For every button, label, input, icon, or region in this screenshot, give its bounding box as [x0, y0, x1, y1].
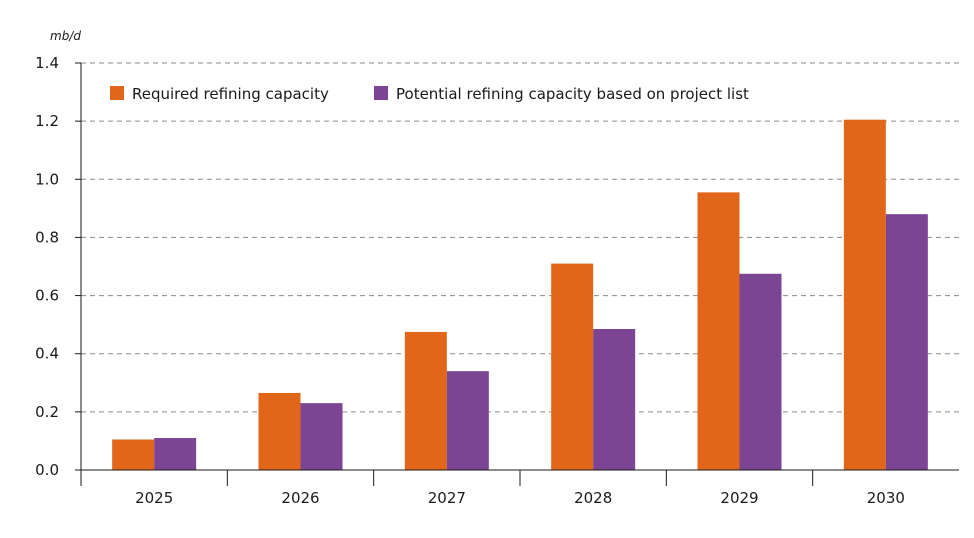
y-tick-label-1: 0.2	[35, 403, 59, 421]
legend-swatch-2	[374, 86, 388, 100]
unit-label: mb/d	[50, 29, 81, 43]
y-tick-label-6: 1.2	[35, 112, 59, 130]
grid-lines	[81, 62, 959, 413]
bar-2030-series-1	[843, 119, 886, 471]
legend-label-1: Required refining capacity	[132, 85, 329, 103]
axes: 0.0 0.2 0.4 0.6 0.8 1.0 1.2 1.4 2025 2026 2027 2028…	[35, 54, 959, 507]
y-tick-label-2: 0.4	[35, 345, 59, 363]
bar-2027-series-1	[404, 331, 447, 470]
bar-2028-series-1	[551, 263, 594, 470]
x-tick-label-2030: 2030	[867, 489, 905, 507]
y-tick-label-3: 0.6	[35, 287, 59, 305]
x-tick-label-2027: 2027	[428, 489, 466, 507]
y-tick-label-4: 0.8	[35, 228, 59, 246]
x-tick-label-2026: 2026	[281, 489, 319, 507]
bar-2029-series-1	[697, 192, 740, 470]
x-tick-label-2029: 2029	[720, 489, 758, 507]
bar-2026-series-1	[258, 392, 301, 470]
bar-2025-series-2	[154, 438, 197, 470]
y-tick-label-7: 1.4	[35, 54, 59, 72]
bar-2030-series-2	[885, 214, 928, 470]
bar-2028-series-2	[593, 329, 636, 470]
legend-swatch-1	[110, 86, 124, 100]
legend-label-2: Potential refining capacity based on pro…	[396, 85, 749, 103]
x-tick-label-2025: 2025	[135, 489, 173, 507]
y-tick-label-0: 0.0	[35, 461, 59, 479]
bar-2025-series-1	[112, 439, 155, 470]
legend: Required refining capacity Potential refi…	[110, 85, 749, 103]
bar-2026-series-2	[300, 403, 343, 470]
bar-2027-series-2	[446, 371, 489, 470]
y-tick-label-5: 1.0	[35, 170, 59, 188]
bar-2029-series-2	[739, 273, 782, 470]
bars	[112, 119, 928, 471]
x-tick-label-2028: 2028	[574, 489, 612, 507]
